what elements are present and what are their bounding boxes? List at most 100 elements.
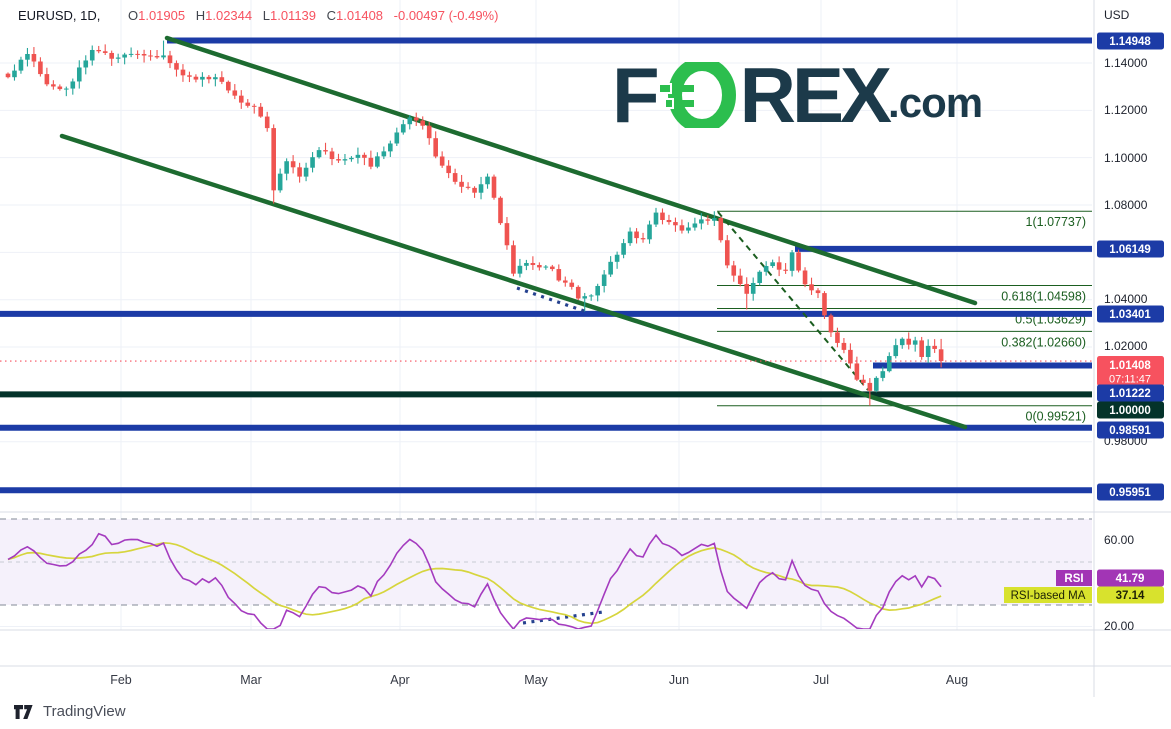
month-label: Jul [813, 673, 829, 687]
candle-body [349, 157, 354, 160]
time-axis[interactable]: Feb Mar Apr May Jun Jul Aug [110, 673, 968, 687]
high-label: H [195, 8, 206, 23]
candle-body [744, 283, 750, 294]
candle-body [880, 371, 886, 378]
candle-body [485, 176, 490, 185]
candle-body [699, 219, 704, 224]
tradingview-label: TradingView [43, 703, 126, 720]
candle-body [420, 120, 426, 126]
candle-body [297, 167, 302, 177]
tradingview-attribution[interactable]: TradingView [14, 703, 126, 720]
candle-body [102, 51, 108, 53]
axis-price-badge [1097, 483, 1164, 501]
candle-body [666, 219, 672, 223]
month-label: Mar [240, 673, 262, 687]
candle-body [569, 282, 575, 287]
candle-body [679, 225, 685, 231]
candle-body [770, 262, 775, 267]
price-axis-currency-label: USD [1104, 8, 1130, 22]
month-label: Feb [110, 673, 132, 687]
pane-separators [0, 0, 1171, 697]
axis-badge-value: 41.79 [1116, 573, 1145, 585]
candle-body [783, 269, 788, 271]
candle-body [70, 81, 76, 89]
month-label: Jun [669, 673, 689, 687]
rsi-line [7, 532, 942, 629]
candle-body [925, 345, 931, 357]
rsi-study-labels: RSI RSI-based MA [1004, 570, 1092, 603]
candle-body [478, 184, 484, 193]
candle-body [582, 296, 588, 299]
candle-body [550, 266, 555, 270]
candle-body [757, 271, 762, 283]
candle-body [511, 245, 516, 274]
candle-body [251, 105, 257, 107]
candle-body [407, 117, 413, 125]
low-label: L [262, 8, 270, 23]
candle-body [932, 345, 937, 349]
candle-body [595, 285, 600, 296]
symbol-timeframe-label[interactable]: EURUSD, 1D, [18, 8, 101, 23]
candle-body [491, 176, 497, 198]
candle-body [543, 266, 549, 268]
candle-body [115, 57, 121, 59]
candle-body [705, 219, 711, 221]
divergence-price-line[interactable] [516, 286, 588, 314]
candle-body [809, 284, 814, 291]
axis-tick-label: 1.12000 [1104, 103, 1148, 117]
candle-body [750, 282, 756, 294]
rsi-label-text: RSI [1064, 573, 1083, 585]
candle-body [822, 293, 827, 316]
axis-tick-label: 1.08000 [1104, 198, 1148, 212]
candle-body [796, 252, 801, 271]
candle-body [614, 254, 620, 262]
fib-label: 1(1.07737) [1026, 215, 1086, 229]
axis-tick-label: 60.00 [1104, 533, 1134, 547]
candle-body [109, 52, 114, 59]
axis-price-badge [1097, 32, 1164, 50]
candle-body [660, 212, 665, 220]
price-axis[interactable]: USD 1.14000 1.12000 1.10000 1.08000 1.04000 1.… [1097, 8, 1164, 633]
axis-tick-label: 1.14000 [1104, 56, 1148, 70]
channel-lower-line[interactable] [59, 133, 968, 430]
candle-body [938, 349, 944, 362]
candle-body [627, 231, 633, 244]
candle-body [472, 187, 477, 193]
axis-price-badge [1097, 421, 1164, 439]
countdown-timer: 07:11:47 [1109, 374, 1151, 386]
channel-upper-line[interactable] [164, 35, 978, 306]
candle-body [323, 150, 328, 152]
candle-body [362, 154, 367, 158]
candle-body [342, 159, 348, 161]
candle-body [206, 76, 212, 80]
tradingview-logo-icon [14, 704, 36, 719]
candle-body [556, 269, 562, 281]
candle-body [919, 340, 924, 357]
candle-body [277, 173, 283, 191]
candle-body [51, 84, 56, 87]
open-label: O [127, 8, 139, 23]
candle-body [290, 161, 296, 168]
candle-body [375, 156, 380, 167]
candle-body [264, 116, 270, 129]
candle-body [433, 138, 438, 157]
candle-body [621, 243, 626, 255]
candle-body [96, 49, 102, 52]
candle-body [57, 86, 63, 90]
rsi-band [0, 518, 1092, 606]
fib-label: 0(0.99521) [1026, 410, 1086, 424]
candle-body [355, 154, 361, 158]
dashed-trendline[interactable] [717, 211, 869, 391]
chart-legend: EURUSD, 1D, O1.01905 H1.02344 L1.01139 C… [18, 8, 498, 23]
candle-body [141, 54, 147, 56]
divergence-lines [516, 286, 604, 625]
low-value: 1.01139 [269, 8, 317, 23]
axis-badge-value: 1.00000 [1109, 405, 1151, 417]
rsi-ma-label-badge [1004, 587, 1092, 603]
candle-body [38, 61, 43, 75]
candle-body [200, 76, 205, 80]
candle-body [906, 338, 912, 345]
candle-body [193, 76, 199, 80]
candle-body [899, 338, 905, 346]
